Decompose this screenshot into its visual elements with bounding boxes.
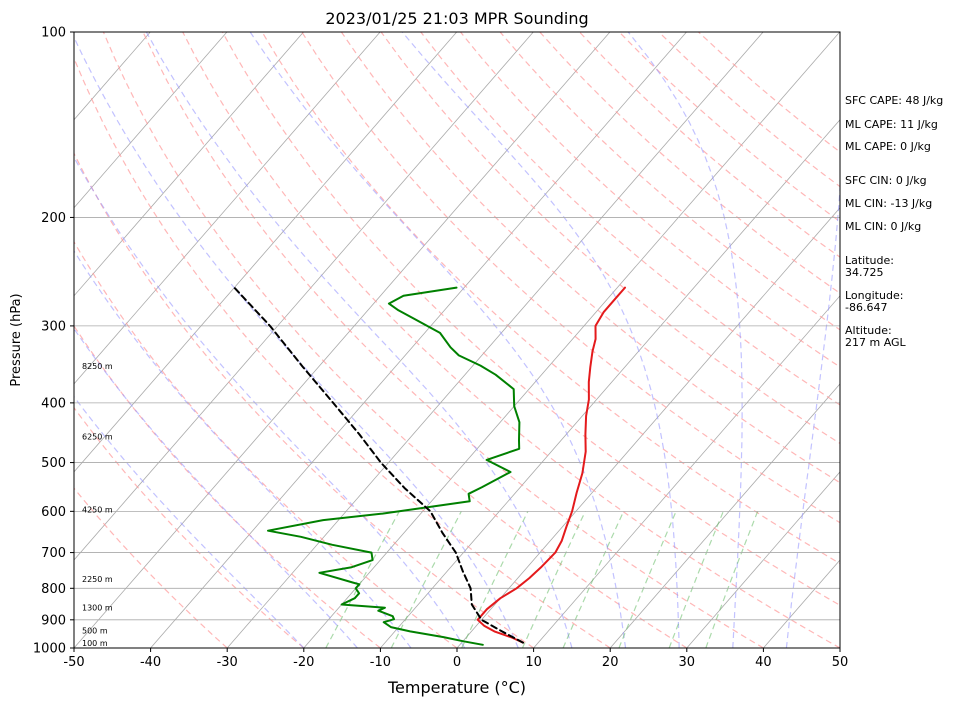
y-tick-label: 800 xyxy=(41,582,66,597)
isotherm-line xyxy=(74,32,611,648)
isotherm-line xyxy=(74,32,534,561)
y-tick-label: 600 xyxy=(41,505,66,520)
mixing-ratio-line xyxy=(521,511,586,648)
y-tick-label: 400 xyxy=(41,396,66,411)
sfc-cape-annotation: SFC CAPE: 48 J/kg xyxy=(845,94,944,107)
dry-adiabat-line xyxy=(74,56,611,648)
x-tick-label: -40 xyxy=(140,655,161,670)
temperature-profile-line xyxy=(476,286,626,644)
ml-cape-annotation-2: ML CAPE: 0 J/kg xyxy=(845,140,931,153)
y-axis-ticks: 100 200 300 400 500 600 700 800 900 1000 xyxy=(33,26,74,657)
mixing-ratio-line xyxy=(705,511,759,648)
longitude-label: Longitude: xyxy=(845,289,904,302)
parcel-profile-line xyxy=(233,286,524,644)
latitude-label: Latitude: xyxy=(845,254,894,267)
sounding-series xyxy=(233,286,626,646)
moist-adiabat-line xyxy=(249,32,627,648)
y-tick-label: 700 xyxy=(41,546,66,561)
dry-adiabat-line xyxy=(301,32,840,524)
y-axis-label: Pressure (hPa) xyxy=(9,293,24,386)
isotherm-line xyxy=(609,383,840,648)
isotherm-line xyxy=(380,119,840,648)
dewpoint-profile-line xyxy=(267,286,521,646)
dry-adiabat-line xyxy=(74,406,305,648)
height-label: 2250 m xyxy=(82,575,113,584)
y-tick-label: 300 xyxy=(41,319,66,334)
ml-cin-annotation-2: ML CIN: 0 J/kg xyxy=(845,220,922,233)
x-tick-label: 50 xyxy=(832,655,849,670)
moist-adiabat-line xyxy=(145,32,573,648)
mixing-ratio-line xyxy=(618,511,677,648)
x-tick-label: -30 xyxy=(217,655,238,670)
altitude-value: 217 m AGL xyxy=(845,336,906,349)
isotherm-line xyxy=(226,32,764,648)
x-axis-ticks: -50 -40 -30 -20 -10 0 10 20 30 40 50 xyxy=(63,648,848,670)
ml-cin-annotation: ML CIN: -13 J/kg xyxy=(845,197,933,210)
dry-adiabat-line xyxy=(74,152,534,648)
dry-adiabat-line xyxy=(539,32,840,294)
height-label: 500 m xyxy=(82,626,108,635)
moist-adiabat-line xyxy=(74,36,519,648)
mixing-ratio-line xyxy=(461,511,529,648)
dry-adiabat-line xyxy=(221,32,840,607)
x-tick-label: -10 xyxy=(370,655,391,670)
y-tick-label: 500 xyxy=(41,456,66,471)
moist-adiabat-line xyxy=(401,32,680,648)
dry-adiabat-line xyxy=(261,32,840,565)
mixing-ratio-line xyxy=(562,511,625,648)
x-tick-label: 40 xyxy=(755,655,772,670)
x-axis-label: Temperature (°C) xyxy=(387,678,526,697)
x-tick-label: 30 xyxy=(679,655,696,670)
chart-title: 2023/01/25 21:03 MPR Sounding xyxy=(325,9,588,28)
pressure-gridlines xyxy=(74,32,840,648)
x-tick-label: 10 xyxy=(525,655,542,670)
x-tick-label: 0 xyxy=(453,655,461,670)
isotherm-line xyxy=(303,32,840,648)
moist-adiabat-line xyxy=(785,32,840,648)
moist-adiabat-line xyxy=(627,32,743,648)
y-tick-label: 900 xyxy=(41,613,66,628)
ml-cape-annotation: ML CAPE: 11 J/kg xyxy=(845,118,938,131)
height-label: 100 m xyxy=(82,639,108,648)
altitude-label: Altitude: xyxy=(845,324,892,337)
moist-adiabat-line xyxy=(74,156,466,648)
height-labels: 8250 m 6250 m 4250 m 2250 m 1300 m 500 m 100 m xyxy=(82,362,113,648)
x-tick-label: -20 xyxy=(293,655,314,670)
isotherm-line xyxy=(686,471,840,648)
moist-adiabat-line xyxy=(74,249,412,648)
isotherm-line xyxy=(74,32,381,385)
mixing-ratio-line xyxy=(668,511,724,648)
dry-adiabat-line xyxy=(460,32,840,368)
x-tick-label: 20 xyxy=(602,655,619,670)
x-tick-label: -50 xyxy=(63,655,84,670)
y-tick-label: 1000 xyxy=(33,642,66,657)
mixing-ratio-line xyxy=(390,511,462,648)
height-label: 1300 m xyxy=(82,603,113,612)
dry-adiabat-line xyxy=(499,32,840,331)
dry-adiabat-line xyxy=(182,32,840,648)
y-tick-label: 100 xyxy=(41,26,66,41)
dry-adiabat-line xyxy=(74,487,228,648)
background-guide-lines xyxy=(74,32,840,648)
isotherm-line xyxy=(74,32,228,209)
isotherm-line xyxy=(74,32,304,297)
longitude-value: -86.647 xyxy=(845,301,888,314)
isotherm-line xyxy=(533,295,840,648)
isotherm-line xyxy=(456,207,840,648)
latitude-value: 34.725 xyxy=(845,266,884,279)
height-label: 8250 m xyxy=(82,362,113,371)
isotherm-line xyxy=(74,32,458,473)
moist-adiabat-line xyxy=(74,327,358,648)
height-label: 6250 m xyxy=(82,432,113,441)
sfc-cin-annotation: SFC CIN: 0 J/kg xyxy=(845,174,927,187)
y-tick-label: 200 xyxy=(41,211,66,226)
mixing-ratio-line xyxy=(325,511,400,648)
isotherm-line xyxy=(150,32,687,648)
moist-adiabat-line xyxy=(74,395,305,648)
height-label: 4250 m xyxy=(82,505,113,514)
dry-adiabat-line xyxy=(74,240,458,648)
dry-adiabat-line xyxy=(142,32,764,648)
